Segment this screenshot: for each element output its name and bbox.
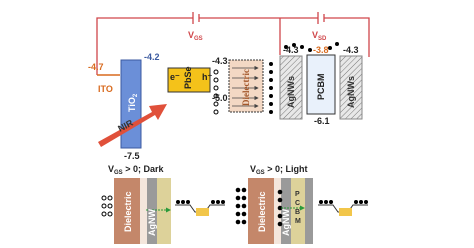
electron-label: e⁻ xyxy=(170,72,180,82)
dark-dielectric xyxy=(114,178,140,244)
text-part: > 0; Dark xyxy=(123,164,165,174)
pcbm-label: PCBM xyxy=(316,74,326,101)
vgs-label: VGS xyxy=(188,30,203,42)
text-part: V xyxy=(188,30,194,40)
text-part: > 0; Light xyxy=(265,164,308,174)
pcbm-letter: M xyxy=(295,218,301,225)
agnws-left-block xyxy=(279,55,303,120)
tio2-top: -4.2 xyxy=(144,52,160,62)
pbse-bottom: -5.0 xyxy=(212,93,228,103)
ito-label: ITO xyxy=(98,84,113,94)
text-part: V xyxy=(250,164,256,174)
dark-agnw xyxy=(147,178,157,244)
field-arrows xyxy=(232,65,259,109)
tio2-bottom: -7.5 xyxy=(124,151,140,161)
pbse-top: -4.3 xyxy=(212,56,228,66)
dark-agnw-label: AgNW xyxy=(147,209,157,236)
text-part: V xyxy=(312,30,318,40)
dark-panel xyxy=(101,178,225,244)
dielectric-label: Dielectric xyxy=(241,69,251,106)
pcbm-bottom: -6.1 xyxy=(314,116,330,126)
pcbm-letter: B xyxy=(295,209,300,216)
hole-label: h⁺ xyxy=(202,72,212,82)
light-dielectric xyxy=(248,178,274,244)
pcbm-top: -3.8 xyxy=(313,45,329,55)
text-part: TiO xyxy=(127,97,137,112)
charge-dots xyxy=(213,42,339,115)
light-panel xyxy=(235,178,368,244)
dark-title: VGS > 0; Dark xyxy=(108,164,164,176)
pbse-label: PbSe xyxy=(183,66,193,89)
text-part: V xyxy=(108,164,114,174)
tio2-label: TiO2 xyxy=(127,93,139,112)
ito-level-label: -4.7 xyxy=(88,62,104,72)
nir-arrow xyxy=(98,104,167,147)
agnws-left-level: -4.3 xyxy=(283,45,299,55)
text-part: GS xyxy=(194,36,203,42)
text-part: GS xyxy=(256,170,265,176)
pcbm-letter: P xyxy=(295,191,300,198)
vsd-label: VSD xyxy=(312,30,327,42)
circuit xyxy=(96,12,370,75)
agnws-right-block xyxy=(339,55,363,120)
light-title: VGS > 0; Light xyxy=(250,164,307,176)
agnws-right-level: -4.3 xyxy=(343,45,359,55)
pcbm-letter: C xyxy=(295,200,300,207)
agnws-left-label: AgNWs xyxy=(286,76,296,108)
pbse-block xyxy=(167,67,211,93)
light-dielectric-label: Dielectric xyxy=(257,191,267,232)
light-agnw-label: AgNW xyxy=(281,209,291,236)
text-part: SD xyxy=(318,36,327,42)
agnws-right-label: AgNWs xyxy=(346,76,356,108)
text-part: 2 xyxy=(133,93,139,97)
dark-dielectric-label: Dielectric xyxy=(123,191,133,232)
text-part: GS xyxy=(114,170,123,176)
pcbm-block xyxy=(306,54,336,115)
light-agnw xyxy=(281,178,291,244)
